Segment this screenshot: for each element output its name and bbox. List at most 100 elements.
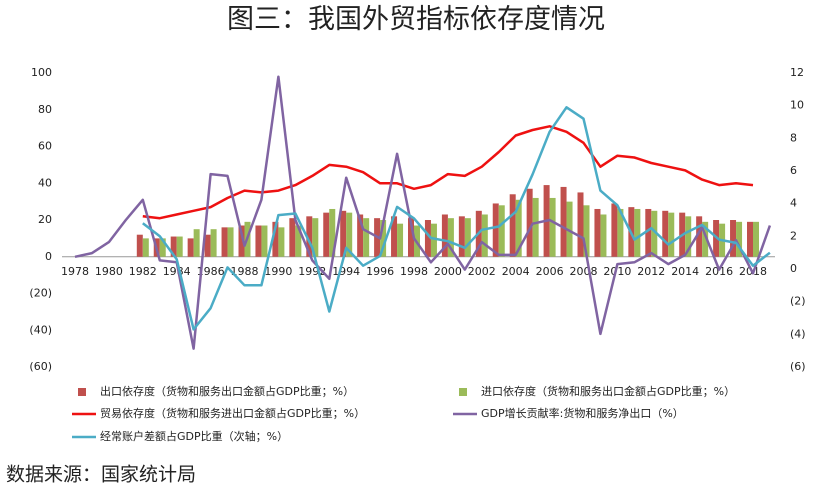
x-tick-label: 2006 <box>536 265 564 278</box>
y-tick-label: 40 <box>38 176 52 189</box>
y2-tick-label: 6 <box>790 164 797 177</box>
y-tick-label: 100 <box>31 66 52 79</box>
y2-tick-label: 8 <box>790 131 797 144</box>
x-tick-label: 2012 <box>637 265 665 278</box>
bar <box>295 225 302 257</box>
bar <box>594 208 601 257</box>
bar <box>424 220 431 257</box>
line <box>142 106 771 331</box>
bar <box>583 205 590 257</box>
bar <box>329 208 336 257</box>
x-tick-label: 1998 <box>400 265 428 278</box>
bar <box>176 236 183 257</box>
bar <box>696 216 703 257</box>
x-tick-label: 1988 <box>231 265 259 278</box>
x-tick-label: 1982 <box>129 265 157 278</box>
bar <box>645 208 652 257</box>
bar <box>515 199 522 257</box>
y2-tick-label: 4 <box>790 197 797 210</box>
legend-label: GDP增长贡献率:货物和服务净出口（%） <box>481 406 684 420</box>
bar <box>380 220 387 257</box>
x-tick-label: 2010 <box>603 265 631 278</box>
bar <box>634 208 641 257</box>
bar <box>187 238 194 257</box>
bar <box>408 218 414 257</box>
chart-title: 图三：我国外贸指标依存度情况 <box>227 4 605 34</box>
legend-label: 经常账户差额占GDP比重（次轴；%） <box>100 429 288 443</box>
bar <box>391 216 398 257</box>
bar <box>662 210 669 257</box>
x-tick-label: 2016 <box>705 265 733 278</box>
legend-label: 出口依存度（货物和服务出口金额占GDP比重；%） <box>100 384 354 398</box>
y-tick-label: 60 <box>38 140 52 153</box>
bar <box>261 225 268 257</box>
bar <box>747 221 753 257</box>
legend-label: 贸易依存度（货物和服务进出口金额占GDP比重；%） <box>100 406 365 420</box>
bar <box>617 208 624 257</box>
source-note: 数据来源：国家统计局 <box>6 463 196 485</box>
bar <box>702 221 709 257</box>
bar <box>736 221 743 257</box>
y2-tick-label: (4) <box>790 327 806 340</box>
bar <box>170 236 177 257</box>
x-tick-label: 2004 <box>502 265 530 278</box>
bar <box>458 216 465 257</box>
legend-swatch <box>78 388 86 396</box>
y-tick-label: 0 <box>45 250 52 263</box>
bar <box>193 229 200 257</box>
bar <box>159 238 166 257</box>
bar <box>363 218 370 257</box>
bar <box>447 218 454 257</box>
bar <box>730 220 737 257</box>
y-tick-label: (40) <box>29 323 52 336</box>
bar <box>204 234 211 257</box>
bar <box>142 238 149 257</box>
x-tick-label: 1978 <box>61 265 89 278</box>
y2-tick-label: 12 <box>790 66 804 79</box>
bar <box>560 186 567 257</box>
bar <box>441 214 448 257</box>
bar <box>340 210 347 257</box>
bar <box>278 227 285 257</box>
bar <box>685 216 692 257</box>
bar <box>611 203 618 257</box>
bar <box>227 227 234 257</box>
bar <box>255 225 262 257</box>
x-tick-label: 1986 <box>197 265 225 278</box>
y-tick-label: (60) <box>29 360 52 373</box>
y-tick-label: 80 <box>38 103 52 116</box>
bar <box>306 216 313 257</box>
line <box>74 75 772 350</box>
bar <box>566 201 573 257</box>
y-tick-label: 20 <box>38 213 52 226</box>
bar <box>430 223 437 257</box>
bar <box>323 212 330 257</box>
x-tick-label: 2008 <box>570 265 598 278</box>
bar <box>532 197 539 257</box>
bar <box>289 218 296 257</box>
bar <box>668 212 675 257</box>
bar <box>481 214 488 257</box>
bar <box>549 197 556 257</box>
bar <box>210 229 217 257</box>
y2-tick-label: 2 <box>790 229 797 242</box>
bar <box>753 221 759 257</box>
legend-label: 进口依存度（货物和服务出口金额占GDP比重；%） <box>481 384 735 398</box>
x-tick-label: 1980 <box>95 265 123 278</box>
y2-tick-label: 0 <box>790 262 797 275</box>
y2-tick-label: (6) <box>790 360 806 373</box>
bar <box>509 194 516 257</box>
bar <box>357 214 364 257</box>
x-tick-label: 2014 <box>671 265 699 278</box>
bar <box>221 227 228 257</box>
bar <box>492 203 499 257</box>
bar <box>238 225 245 257</box>
x-tick-label: 1994 <box>332 265 360 278</box>
bar <box>346 212 353 257</box>
x-tick-label: 2002 <box>468 265 496 278</box>
x-tick-label: 1990 <box>264 265 292 278</box>
bar <box>600 214 607 257</box>
y-tick-label: (20) <box>29 287 52 300</box>
bar <box>272 221 279 257</box>
legend-swatch <box>459 388 467 396</box>
